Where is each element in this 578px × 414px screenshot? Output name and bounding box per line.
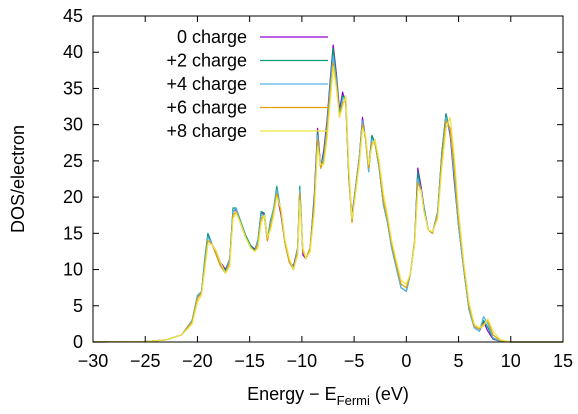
x-tick-label: −20 <box>182 351 213 371</box>
x-tick-label: −25 <box>130 351 161 371</box>
x-tick-label: 5 <box>454 351 464 371</box>
x-axis-label-unit: (eV) <box>370 384 409 404</box>
series-lines <box>92 44 563 343</box>
legend-label: +6 charge <box>166 98 247 118</box>
series-line <box>92 44 563 343</box>
series-line <box>92 55 563 343</box>
legend-label: 0 charge <box>177 27 247 47</box>
x-tick-label: 15 <box>553 351 573 371</box>
x-tick-label: −15 <box>234 351 265 371</box>
series-line <box>92 66 563 343</box>
x-tick-label: −30 <box>78 351 109 371</box>
y-tick-label: 25 <box>63 151 83 171</box>
y-tick-label: 35 <box>63 78 83 98</box>
legend-label: +8 charge <box>166 121 247 141</box>
legend-label: +4 charge <box>166 74 247 94</box>
y-tick-label: 5 <box>73 296 83 316</box>
x-tick-label: −5 <box>344 351 365 371</box>
axis-ticks: −30 −25 −20 −15 −10 −5 0 5 10 15 0 5 10 15 20 25 30 35 40 4… <box>63 6 573 371</box>
x-tick-label: 10 <box>501 351 521 371</box>
y-axis-label: DOS/electron <box>8 125 28 233</box>
x-axis-label-main: Energy − E <box>247 384 337 404</box>
x-tick-label: 0 <box>401 351 411 371</box>
y-tick-label: 20 <box>63 187 83 207</box>
y-tick-label: 30 <box>63 115 83 135</box>
series-line <box>92 48 563 343</box>
legend-label: +2 charge <box>166 51 247 71</box>
plot-frame <box>92 15 564 343</box>
y-tick-label: 15 <box>63 223 83 243</box>
x-axis-label: Energy − EFermi (eV) <box>247 384 409 408</box>
y-tick-label: 0 <box>73 332 83 352</box>
y-tick-label: 40 <box>63 42 83 62</box>
y-tick-label: 10 <box>63 260 83 280</box>
x-tick-label: −10 <box>287 351 318 371</box>
legend: 0 charge +2 charge +4 charge +6 charge +8 ch… <box>166 27 328 141</box>
y-tick-label: 45 <box>63 6 83 26</box>
x-axis-label-subscript: Fermi <box>337 393 370 408</box>
